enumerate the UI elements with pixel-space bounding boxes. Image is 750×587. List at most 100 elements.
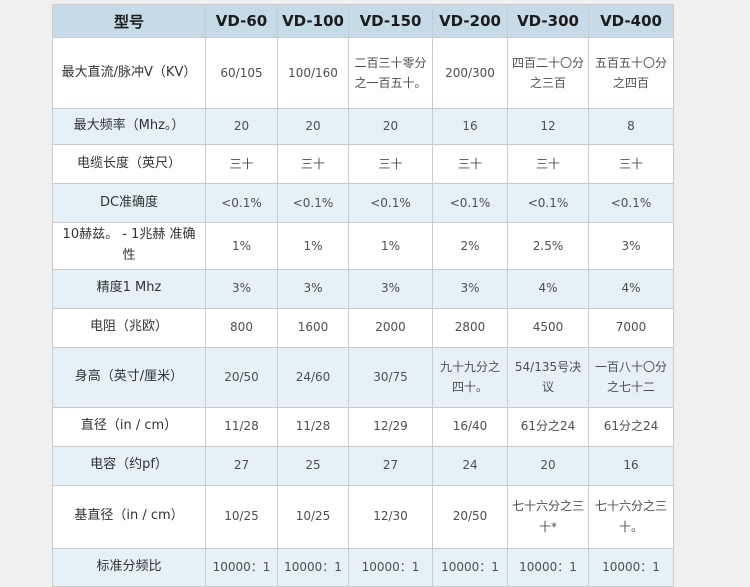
cell-value: 2000 bbox=[348, 307, 433, 348]
column-header-vd-100: VD-100 bbox=[277, 4, 349, 38]
cell-value: 2800 bbox=[432, 307, 508, 348]
cell-value: 3% bbox=[348, 268, 433, 309]
row-label: 标准分频比 bbox=[52, 547, 206, 587]
cell-value: 三十 bbox=[432, 144, 508, 184]
cell-value: 16 bbox=[432, 108, 508, 145]
cell-value: 七十六分之三十。 bbox=[588, 484, 674, 549]
cell-value: 24/60 bbox=[277, 346, 349, 408]
column-header-vd-150: VD-150 bbox=[348, 4, 433, 38]
cell-value: 12/30 bbox=[348, 484, 433, 549]
cell-value: 4% bbox=[507, 268, 589, 309]
spec-table: 型号 VD-60 VD-100 VD-150 VD-200 VD-300 VD-400 最… bbox=[52, 4, 674, 587]
cell-value: 10000：1 bbox=[432, 547, 508, 587]
cell-value: 10000：1 bbox=[507, 547, 589, 587]
cell-value: 25 bbox=[277, 445, 349, 486]
cell-value: 24 bbox=[432, 445, 508, 486]
cell-value: 20 bbox=[205, 108, 278, 145]
header-row: 型号 VD-60 VD-100 VD-150 VD-200 VD-300 VD-400 bbox=[52, 4, 674, 38]
cell-value: 27 bbox=[348, 445, 433, 486]
cell-value: 4500 bbox=[507, 307, 589, 348]
row-label: 精度1 Mhz bbox=[52, 268, 206, 309]
cell-value: 1600 bbox=[277, 307, 349, 348]
cell-value: 20/50 bbox=[205, 346, 278, 408]
cell-value: 三十 bbox=[507, 144, 589, 184]
column-header-vd-60: VD-60 bbox=[205, 4, 278, 38]
cell-value: 16/40 bbox=[432, 406, 508, 447]
cell-value: <0.1% bbox=[277, 183, 349, 223]
cell-value: 20 bbox=[348, 108, 433, 145]
cell-value: 二百三十零分之一百五十。 bbox=[348, 37, 433, 109]
cell-value: 11/28 bbox=[277, 406, 349, 447]
cell-value: <0.1% bbox=[205, 183, 278, 223]
cell-value: 30/75 bbox=[348, 346, 433, 408]
cell-value: <0.1% bbox=[432, 183, 508, 223]
cell-value: 五百五十〇分之四百 bbox=[588, 37, 674, 109]
cell-value: 3% bbox=[277, 268, 349, 309]
cell-value: 10/25 bbox=[277, 484, 349, 549]
cell-value: 100/160 bbox=[277, 37, 349, 109]
row-label: 直径（in / cm） bbox=[52, 406, 206, 447]
table-row: 直径（in / cm） 11/28 11/28 12/29 16/40 61分之24 61分… bbox=[52, 406, 674, 447]
cell-value: 10000：1 bbox=[277, 547, 349, 587]
cell-value: <0.1% bbox=[348, 183, 433, 223]
table-row: DC准确度 <0.1% <0.1% <0.1% <0.1% <0.1% <0.1% bbox=[52, 183, 674, 223]
table-row: 基直径（in / cm） 10/25 10/25 12/30 20/50 七十六分之三十*… bbox=[52, 484, 674, 549]
cell-value: 800 bbox=[205, 307, 278, 348]
cell-value: 三十 bbox=[205, 144, 278, 184]
cell-value: 54/135号决议 bbox=[507, 346, 589, 408]
table-row: 电阻（兆欧） 800 1600 2000 2800 4500 7000 bbox=[52, 307, 674, 348]
cell-value: 1% bbox=[277, 222, 349, 270]
cell-value: 11/28 bbox=[205, 406, 278, 447]
row-label: 最大直流/脉冲V（KV） bbox=[52, 37, 206, 109]
cell-value: 三十 bbox=[348, 144, 433, 184]
cell-value: 七十六分之三十* bbox=[507, 484, 589, 549]
cell-value: 20 bbox=[507, 445, 589, 486]
cell-value: 12 bbox=[507, 108, 589, 145]
cell-value: 四百二十〇分之三百 bbox=[507, 37, 589, 109]
cell-value: 61分之24 bbox=[507, 406, 589, 447]
cell-value: 1% bbox=[348, 222, 433, 270]
table-row: 电缆长度（英尺） 三十 三十 三十 三十 三十 三十 bbox=[52, 144, 674, 184]
row-label: 电缆长度（英尺） bbox=[52, 144, 206, 184]
cell-value: 61分之24 bbox=[588, 406, 674, 447]
cell-value: 20 bbox=[277, 108, 349, 145]
spec-table-body: 最大直流/脉冲V（KV） 60/105 100/160 二百三十零分之一百五十。 200… bbox=[52, 37, 674, 587]
table-row: 最大直流/脉冲V（KV） 60/105 100/160 二百三十零分之一百五十。 200… bbox=[52, 37, 674, 109]
row-label: 10赫兹。 - 1兆赫 准确性 bbox=[52, 222, 206, 270]
cell-value: 8 bbox=[588, 108, 674, 145]
table-row: 精度1 Mhz 3% 3% 3% 3% 4% 4% bbox=[52, 268, 674, 309]
column-header-vd-200: VD-200 bbox=[432, 4, 508, 38]
cell-value: 4% bbox=[588, 268, 674, 309]
cell-value: 12/29 bbox=[348, 406, 433, 447]
table-row: 身高（英寸/厘米） 20/50 24/60 30/75 九十九分之四十。 54/135号决… bbox=[52, 346, 674, 408]
cell-value: 九十九分之四十。 bbox=[432, 346, 508, 408]
cell-value: 三十 bbox=[277, 144, 349, 184]
cell-value: 10000：1 bbox=[588, 547, 674, 587]
cell-value: 2.5% bbox=[507, 222, 589, 270]
table-row: 最大频率（Mhz。） 20 20 20 16 12 8 bbox=[52, 108, 674, 145]
cell-value: 200/300 bbox=[432, 37, 508, 109]
row-label: 基直径（in / cm） bbox=[52, 484, 206, 549]
cell-value: 一百八十〇分之七十二 bbox=[588, 346, 674, 408]
cell-value: 20/50 bbox=[432, 484, 508, 549]
cell-value: 2% bbox=[432, 222, 508, 270]
cell-value: 10000：1 bbox=[348, 547, 433, 587]
cell-value: 1% bbox=[205, 222, 278, 270]
row-label: 最大频率（Mhz。） bbox=[52, 108, 206, 145]
cell-value: 3% bbox=[205, 268, 278, 309]
row-label: DC准确度 bbox=[52, 183, 206, 223]
row-label: 电阻（兆欧） bbox=[52, 307, 206, 348]
cell-value: 27 bbox=[205, 445, 278, 486]
cell-value: 三十 bbox=[588, 144, 674, 184]
row-label: 身高（英寸/厘米） bbox=[52, 346, 206, 408]
cell-value: <0.1% bbox=[588, 183, 674, 223]
cell-value: 60/105 bbox=[205, 37, 278, 109]
column-header-vd-300: VD-300 bbox=[507, 4, 589, 38]
cell-value: <0.1% bbox=[507, 183, 589, 223]
column-header-vd-400: VD-400 bbox=[588, 4, 674, 38]
row-label: 电容（约pf） bbox=[52, 445, 206, 486]
header-model-label: 型号 bbox=[52, 4, 206, 38]
table-row: 10赫兹。 - 1兆赫 准确性 1% 1% 1% 2% 2.5% 3% bbox=[52, 222, 674, 270]
cell-value: 10/25 bbox=[205, 484, 278, 549]
cell-value: 3% bbox=[432, 268, 508, 309]
